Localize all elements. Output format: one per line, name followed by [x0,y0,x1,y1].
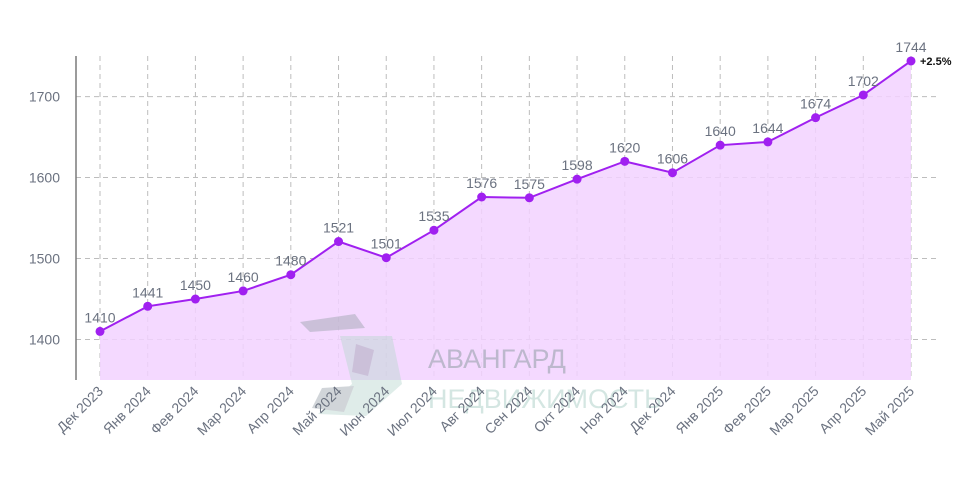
y-tick-label: 1700 [29,89,60,105]
data-label: 1575 [514,176,545,192]
data-label: 1450 [180,277,211,293]
watermark: АВАНГАРД НЕДВИЖИМОСТЬ [300,314,662,416]
data-label: 1644 [752,120,783,136]
data-label: 1620 [609,139,640,155]
data-point [334,237,344,247]
x-tick-label: Фев 2024 [147,383,202,438]
data-label: 1744 [895,39,926,55]
data-point [286,270,296,280]
data-point [429,225,439,235]
data-point [906,56,916,66]
series-line-layer [99,60,912,333]
data-label: 1640 [705,123,736,139]
watermark-line1: АВАНГАРД [428,344,566,374]
data-point [763,137,773,147]
x-tick-label: Мар 2025 [766,383,822,439]
data-label: 1535 [418,208,449,224]
data-label: 1606 [657,151,688,167]
y-axis-ticks: 1400 1500 1600 1700 [29,89,60,348]
y-tick-label: 1400 [29,332,60,348]
data-point [381,253,391,263]
data-points [95,56,916,336]
data-point [477,192,487,202]
y-tick-label: 1500 [29,251,60,267]
data-label: 1480 [275,253,306,269]
data-label: 1441 [132,284,163,300]
y-tick-label: 1600 [29,170,60,186]
x-tick-label: Фев 2025 [720,383,775,438]
data-point [143,301,153,311]
data-point [811,113,821,123]
data-labels: 1410 1441 1450 1460 1480 1521 1501 1535 1576 1575… [84,39,926,325]
series-line [99,60,912,333]
data-point [620,156,630,166]
watermark-logo-icon [300,314,402,416]
data-point [190,294,200,304]
data-label: 1410 [84,309,115,325]
watermark-line2: НЕДВИЖИМОСТЬ [428,384,662,414]
data-point [572,174,582,184]
data-label: 1460 [228,269,259,285]
data-point [667,168,677,178]
data-point [238,286,248,296]
data-label: 1576 [466,175,497,191]
data-point [715,140,725,150]
data-point [858,90,868,100]
x-tick-label: Май 2025 [862,383,918,439]
data-label: 1674 [800,96,831,112]
x-tick-label: Мар 2024 [194,383,250,439]
x-tick-label: Янв 2025 [672,383,726,437]
x-tick-label: Янв 2024 [100,383,154,437]
data-label: 1501 [371,236,402,252]
data-label: 1702 [848,73,879,89]
data-point [524,193,534,203]
series-area [100,60,911,381]
x-tick-label: Апр 2024 [243,383,297,437]
x-tick-label: Апр 2025 [816,383,870,437]
data-label: 1598 [561,157,592,173]
x-tick-label: Дек 2023 [53,383,106,436]
data-point [95,326,105,336]
data-label: 1521 [323,220,354,236]
change-annotation: +2.5% [920,56,952,68]
area-fill-layer [100,60,911,381]
